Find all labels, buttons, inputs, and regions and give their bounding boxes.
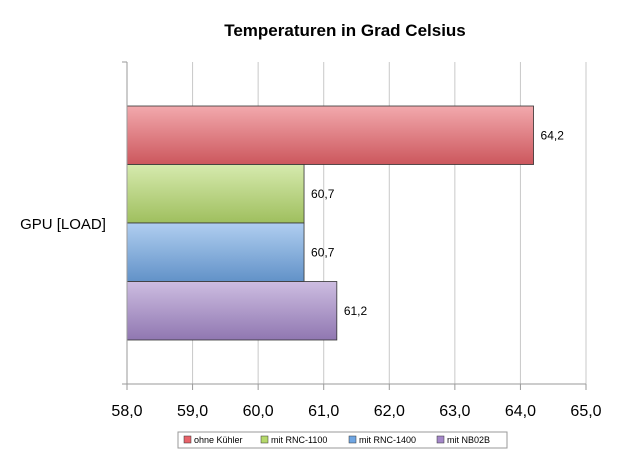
x-tick-label: 63,0 bbox=[439, 403, 470, 420]
bar bbox=[126, 164, 305, 224]
legend-swatch bbox=[260, 435, 269, 444]
legend-label: mit NB02B bbox=[447, 435, 490, 445]
legend-swatch bbox=[348, 435, 357, 444]
x-tick-label: 61,0 bbox=[308, 403, 339, 420]
data-labels: 64,2 60,7 60,7 61,2 bbox=[311, 128, 564, 318]
legend-label: mit RNC-1100 bbox=[271, 435, 327, 445]
legend-swatch bbox=[183, 435, 192, 444]
legend-label: ohne Kühler bbox=[194, 435, 243, 445]
x-tick-label: 59,0 bbox=[177, 403, 208, 420]
x-tick-label: 65,0 bbox=[570, 403, 601, 420]
data-label: 60,7 bbox=[311, 187, 335, 201]
category-label: GPU [LOAD] bbox=[20, 216, 106, 233]
bar bbox=[126, 281, 338, 341]
bars bbox=[126, 105, 534, 341]
data-label: 61,2 bbox=[344, 304, 368, 318]
x-axis: 58,0 59,0 60,0 61,0 62,0 63,0 64,0 65,0 bbox=[111, 61, 602, 420]
chart-title: Temperaturen in Grad Celsius bbox=[224, 21, 466, 40]
legend-label: mit RNC-1400 bbox=[359, 435, 416, 445]
x-tick-label: 62,0 bbox=[374, 403, 405, 420]
legend: ohne Kühler mit RNC-1100 mit RNC-1400 mit N… bbox=[177, 431, 508, 449]
x-tick-label: 58,0 bbox=[111, 403, 142, 420]
x-tick-label: 64,0 bbox=[505, 403, 536, 420]
x-tick-label: 60,0 bbox=[243, 403, 274, 420]
data-label: 64,2 bbox=[541, 128, 565, 142]
legend-box bbox=[177, 431, 508, 449]
bar bbox=[126, 105, 534, 165]
bar bbox=[126, 222, 305, 282]
legend-swatch bbox=[436, 435, 445, 444]
data-label: 60,7 bbox=[311, 245, 335, 259]
